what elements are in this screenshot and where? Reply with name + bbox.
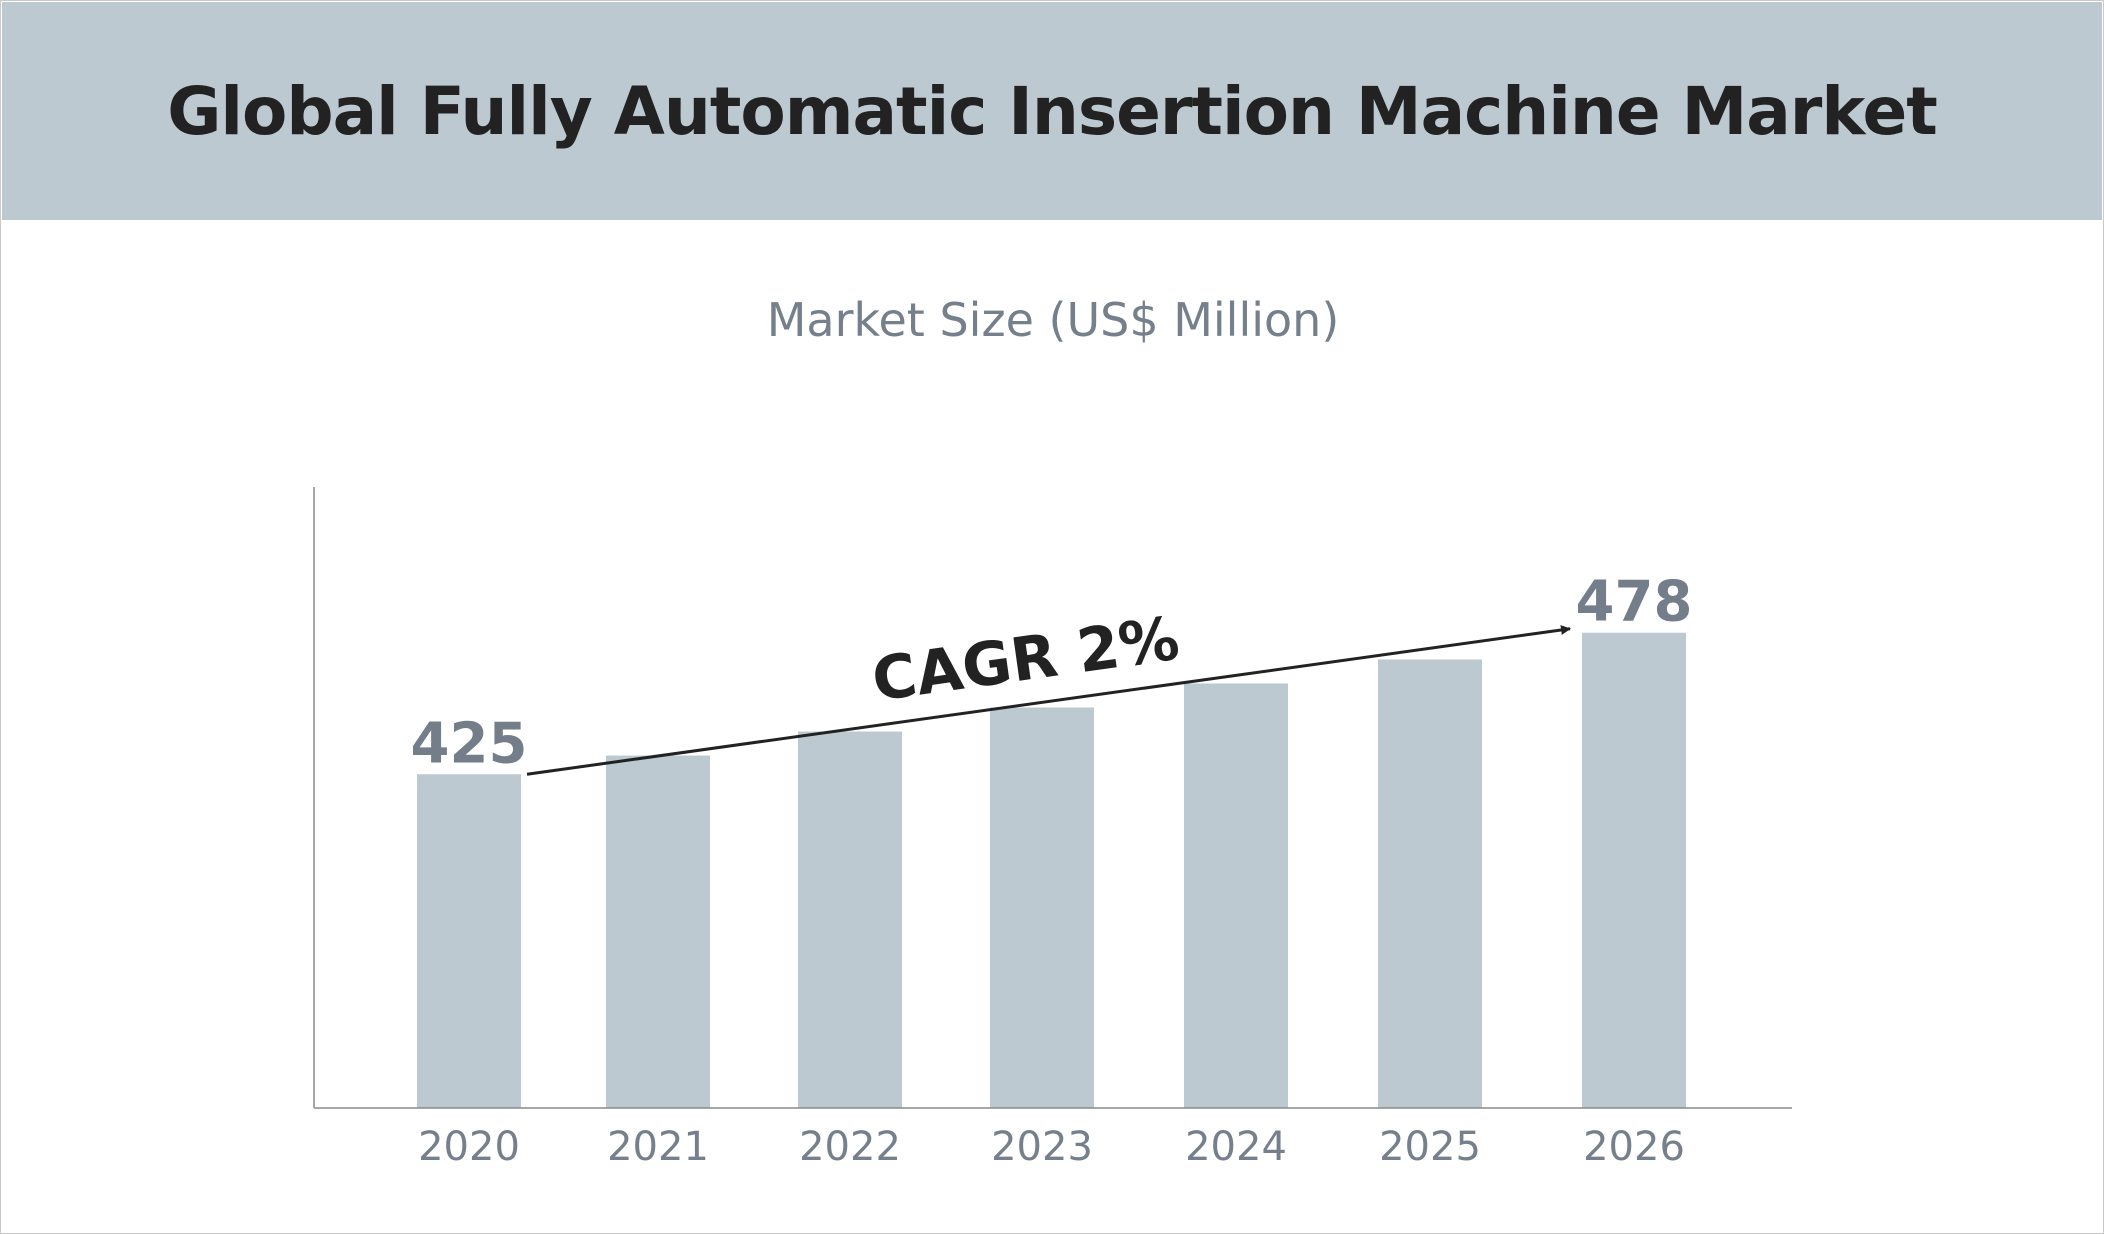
bar-2026 [1582,632,1686,1108]
cagr-label: CAGR 2% [868,604,1183,716]
chart-title: Global Fully Automatic Insertion Machine… [167,72,1938,150]
bar-2023 [990,707,1094,1108]
x-tick-label: 2023 [991,1124,1093,1170]
bar-2021 [606,755,710,1108]
data-label: 478 [1576,570,1693,635]
x-tick-label: 2020 [418,1124,520,1170]
x-tick-label: 2021 [607,1124,709,1170]
x-tick-label: 2026 [1583,1124,1685,1170]
x-tick-label: 2025 [1379,1124,1481,1170]
chart-subtitle: Market Size (US$ Million) [766,293,1340,347]
x-tick-label: 2022 [799,1124,901,1170]
title-banner: Global Fully Automatic Insertion Machine… [2,2,2102,220]
bar-2024 [1184,683,1288,1108]
bar-2025 [1378,659,1482,1108]
bar-2020 [417,774,521,1108]
bar-2022 [798,731,902,1108]
bars-group [417,632,1686,1108]
x-tick-label: 2024 [1185,1124,1287,1170]
data-label: 425 [411,711,528,776]
axes-group [313,487,1792,1109]
labels-group: 2020 2021 2022 2023 2024 2025 2026 425 478 [411,570,1693,1170]
cagr-arrow [526,625,1571,776]
